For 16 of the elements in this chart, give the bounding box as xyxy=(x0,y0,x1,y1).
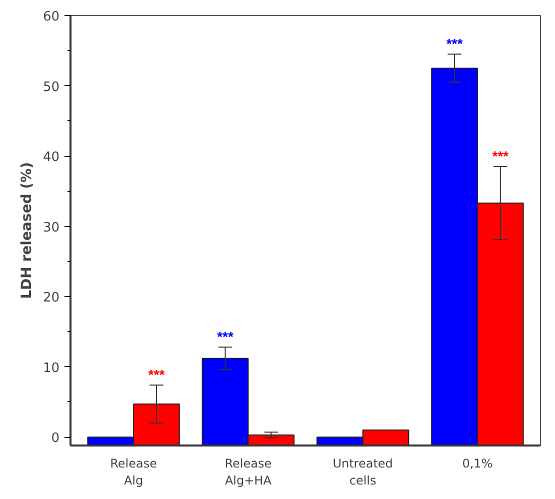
y-axis-title: LDH released (%) xyxy=(18,162,35,299)
data-label: *** xyxy=(148,366,166,382)
data-label: *** xyxy=(446,35,464,52)
y-tick-label: 20 xyxy=(42,290,60,306)
x-tick-label: 0,1% xyxy=(462,456,493,470)
data-label: *** xyxy=(217,328,234,344)
y-tick-label: 60 xyxy=(42,10,60,24)
y-tick-label: 0 xyxy=(51,431,60,446)
y-tick-label: 40 xyxy=(42,150,60,166)
x-tick-label: Untreated cells xyxy=(332,456,393,488)
y-tick-label: 30 xyxy=(42,220,60,236)
x-tick-label: Release Alg+HA xyxy=(224,456,272,488)
y-tick-label: 50 xyxy=(42,80,60,95)
x-tick-label: Release Alg xyxy=(110,456,157,488)
data-label: *** xyxy=(492,148,510,164)
y-tick-label: 10 xyxy=(42,360,60,376)
